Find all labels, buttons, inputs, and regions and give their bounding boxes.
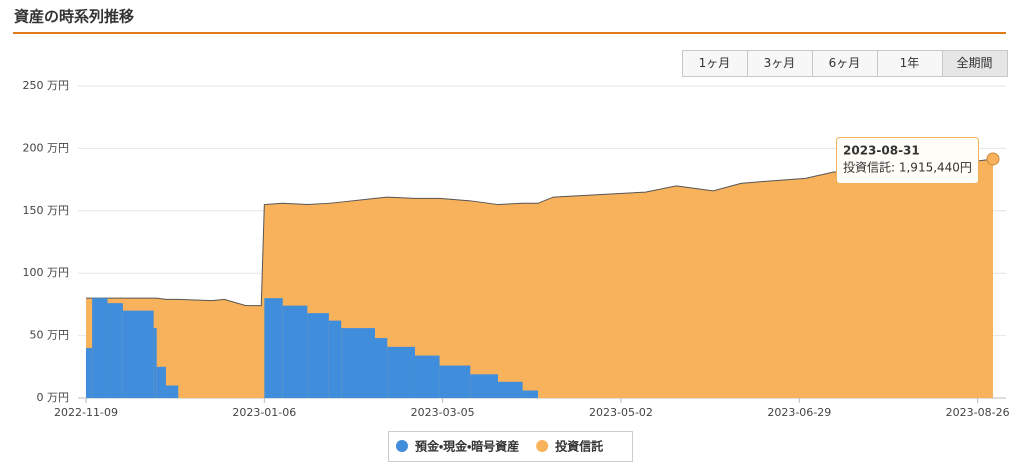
area-step — [470, 374, 498, 398]
area-step — [153, 328, 157, 398]
area-step — [328, 320, 342, 398]
x-tick-label: 2023-01-06 — [232, 406, 296, 419]
area-step — [156, 366, 166, 398]
range-button-label[interactable]: 全期間 — [956, 56, 992, 70]
tooltip-marker — [986, 152, 1000, 166]
y-tick-label: 50 万円 — [30, 329, 70, 342]
area-step — [264, 298, 283, 398]
legend — [388, 431, 633, 462]
legend-label[interactable]: 投資信託 — [555, 439, 603, 454]
ui: 1ヶ月 3ヶ月 6ヶ月 1年 全期間 2023-08-31 投資信託: 1,915,440円… — [388, 50, 1008, 462]
tooltip-text: 投資信託: 1,915,440円 — [843, 160, 972, 175]
x-tick-label: 2023-05-02 — [589, 406, 653, 419]
legend-label[interactable]: 預金・現金・暗号資産 — [415, 439, 519, 454]
area-step — [165, 385, 179, 398]
x-tick-label: 2023-03-05 — [411, 406, 475, 419]
range-button[interactable] — [877, 50, 943, 77]
area-step — [497, 381, 523, 398]
range-button[interactable] — [747, 50, 813, 77]
range-button-label[interactable]: 6ヶ月 — [829, 56, 861, 70]
area-step — [522, 390, 538, 398]
legend-marker — [536, 440, 549, 452]
y-tick-label: 100 万円 — [23, 266, 70, 279]
range-button-label[interactable]: 1年 — [900, 56, 920, 70]
legend-marker — [396, 440, 408, 452]
area-step — [282, 305, 308, 398]
range-button[interactable] — [942, 50, 1008, 77]
area-step — [375, 338, 388, 398]
y-tick-label: 0 万円 — [37, 391, 70, 404]
y-tick-label: 250 万円 — [23, 79, 70, 92]
area-line — [86, 158, 994, 307]
plot — [86, 152, 1000, 398]
range-button-label[interactable]: 3ヶ月 — [764, 56, 796, 70]
range-button-label[interactable]: 1ヶ月 — [699, 56, 731, 70]
area-step — [107, 303, 123, 398]
tooltip — [836, 137, 979, 184]
x-tick-label: 2023-06-29 — [767, 406, 831, 419]
area-step — [439, 365, 471, 398]
area-step — [341, 328, 376, 398]
x-tick-label: 2023-08-26 — [946, 406, 1010, 419]
area-step — [387, 346, 415, 398]
area-step — [86, 348, 93, 398]
y-tick-label: 200 万円 — [23, 141, 70, 154]
area-step — [92, 298, 108, 398]
area-step — [414, 355, 440, 398]
area-step — [122, 310, 154, 398]
area-step — [307, 313, 329, 398]
tooltip-date: 2023-08-31 — [843, 144, 920, 158]
x-tick-label: 2022-11-09 — [54, 406, 118, 419]
y-tick-label: 150 万円 — [23, 204, 70, 217]
area — [86, 158, 993, 398]
range-button[interactable] — [682, 50, 748, 77]
chart-title: 資産の時系列推移 — [14, 8, 134, 26]
